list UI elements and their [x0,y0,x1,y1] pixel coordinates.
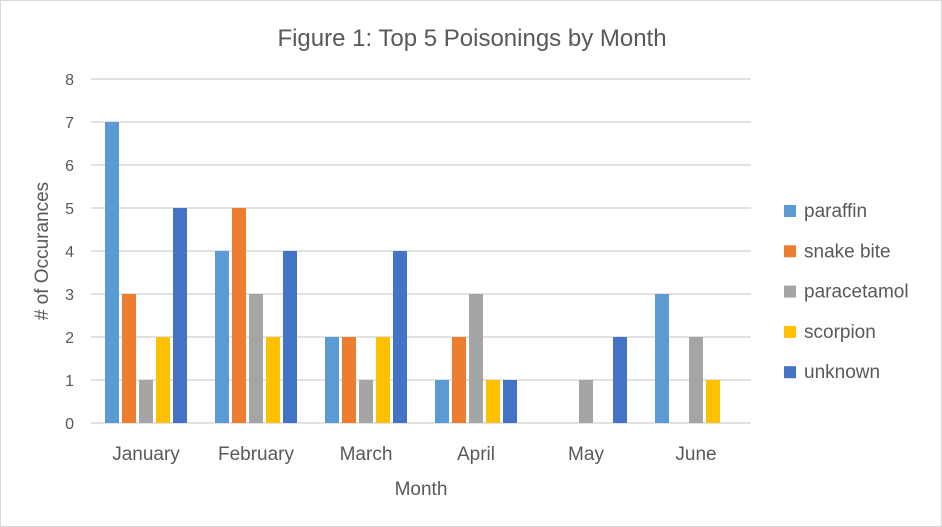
y-tick-label: 3 [65,287,74,304]
bar-paracetamol-january [139,380,153,423]
legend-swatch-paracetamol [784,285,796,298]
bar-paraffin-february [215,251,229,423]
bar-paraffin-march [325,337,339,423]
x-tick-label: June [675,444,716,465]
y-axis-label: # of Occurances [32,182,53,320]
bar-paraffin-january [105,122,119,423]
y-tick-label: 0 [65,416,74,433]
chart-title: Figure 1: Top 5 Poisonings by Month [277,25,666,52]
bar-snake-bite-january [122,294,136,423]
bar-snake-bite-march [342,337,356,423]
x-tick-label: April [457,444,495,465]
bar-paracetamol-march [359,380,373,423]
bar-paracetamol-february [249,294,263,423]
bar-unknown-may [613,337,627,423]
y-tick-label: 5 [65,201,74,218]
legend-label: paraffin [804,201,867,222]
y-tick-label: 7 [65,115,74,132]
legend-label: scorpion [804,322,876,343]
bar-scorpion-march [376,337,390,423]
y-tick-label: 2 [65,330,74,347]
x-tick-label: January [112,444,180,465]
x-axis-label: Month [395,479,448,500]
x-tick-label: March [340,444,393,465]
bar-scorpion-january [156,337,170,423]
bar-snake-bite-april [452,337,466,423]
legend-swatch-scorpion [784,325,796,338]
bar-paracetamol-april [469,294,483,423]
x-tick-label: May [568,444,604,465]
bar-snake-bite-february [232,208,246,423]
bar-unknown-march [393,251,407,423]
bar-paracetamol-may [579,380,593,423]
bar-paraffin-april [435,380,449,423]
bar-unknown-january [173,208,187,423]
bar-scorpion-june [706,380,720,423]
y-tick-label: 1 [65,373,74,390]
bar-scorpion-april [486,380,500,423]
bar-paracetamol-june [689,337,703,423]
legend-swatch-snake-bite [784,245,796,258]
y-tick-label: 8 [65,72,74,89]
legend-label: paracetamol [804,282,909,303]
legend-label: unknown [804,362,880,383]
x-tick-label: February [218,444,295,465]
bar-paraffin-june [655,294,669,423]
y-tick-label: 4 [65,244,74,261]
bar-unknown-april [503,380,517,423]
bar-unknown-february [283,251,297,423]
legend-swatch-unknown [784,366,796,379]
bar-scorpion-february [266,337,280,423]
legend-swatch-paraffin [784,205,796,217]
legend-label: snake bite [804,241,891,262]
y-tick-label: 6 [65,158,74,175]
